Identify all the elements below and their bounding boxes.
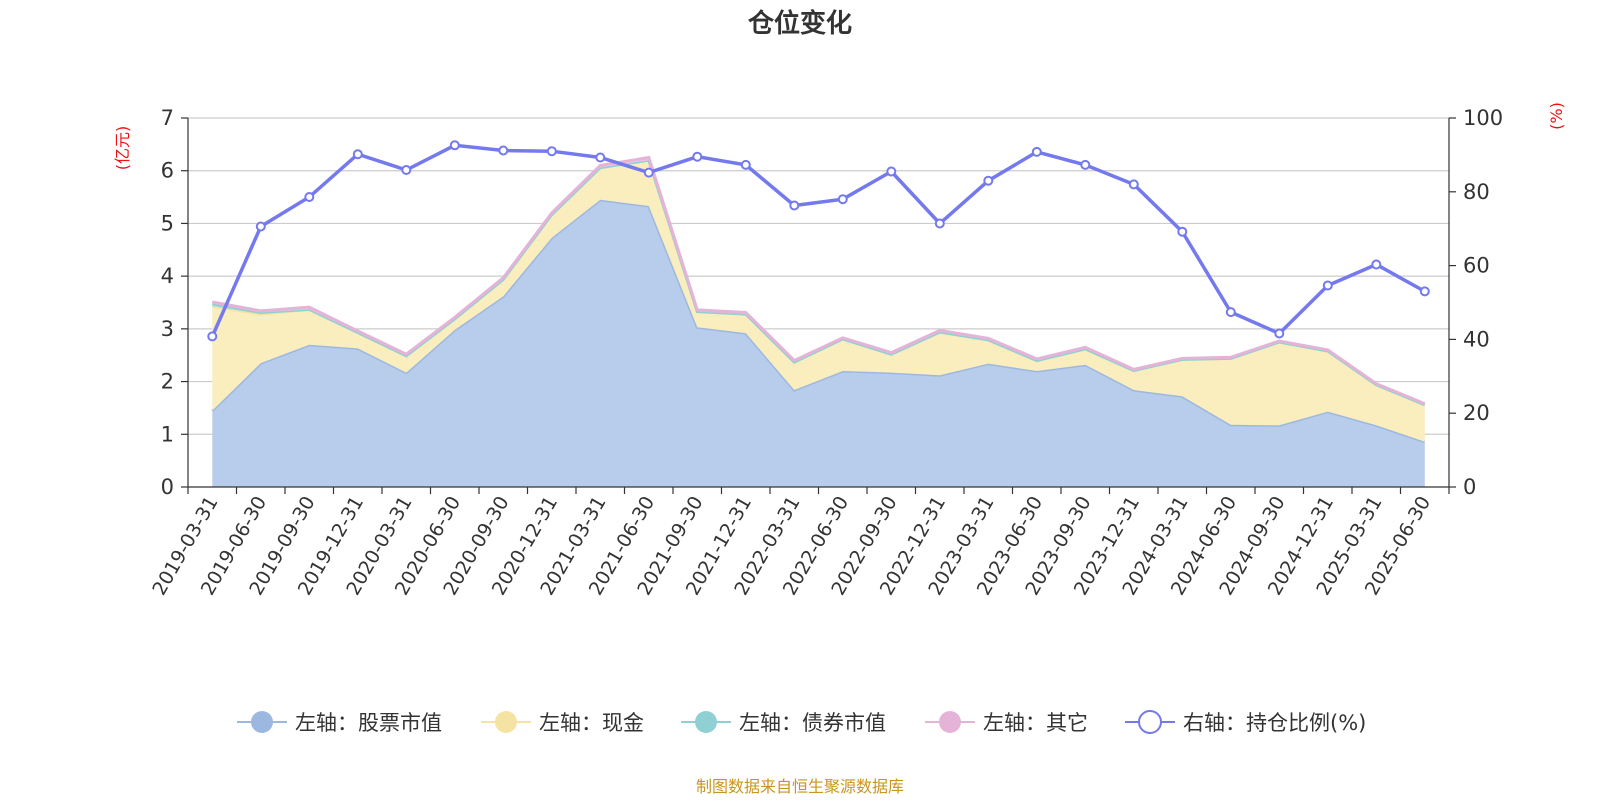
position-ratio-point — [934, 218, 945, 229]
left-axis-tick-label: 1 — [161, 422, 174, 446]
position-ratio-point — [1225, 307, 1236, 318]
position-ratio-point — [498, 145, 509, 156]
legend-label: 左轴：债券市值 — [739, 711, 886, 735]
position-ratio-point — [304, 192, 315, 202]
area-fill-series-1 — [212, 199, 1425, 487]
position-ratio-point — [401, 165, 412, 175]
legend-circle-icon — [695, 711, 717, 733]
legend-item-2[interactable]: 左轴：现金 — [481, 711, 644, 735]
right-axis-unit-label: (%) — [1547, 102, 1566, 130]
right-axis-tick-label: 20 — [1463, 401, 1490, 425]
legend-circle-icon — [251, 711, 273, 733]
left-axis-tick-label: 3 — [161, 317, 174, 341]
area-line-series-4 — [212, 155, 1426, 406]
position-ratio-point — [886, 166, 897, 177]
legend-item-4[interactable]: 左轴：其它 — [925, 711, 1088, 735]
right-axis-tick-label: 100 — [1463, 106, 1503, 130]
position-ratio-point — [1177, 226, 1188, 237]
position-ratio-point — [740, 159, 751, 170]
stacked-area-series — [211, 155, 1426, 487]
position-ratio-series — [207, 140, 1430, 342]
position-ratio-point — [1322, 280, 1333, 291]
position-ratio-point — [983, 175, 994, 186]
legend-label: 左轴：其它 — [983, 711, 1088, 735]
legend-circle-icon — [495, 711, 517, 733]
position-ratio-point — [595, 152, 606, 163]
position-ratio-point — [1419, 286, 1430, 297]
position-ratio-point — [1371, 259, 1382, 270]
legend-circle-icon — [1138, 710, 1162, 734]
position-ratio-point — [643, 167, 654, 178]
right-axis-tick-label: 40 — [1463, 327, 1490, 351]
data-source-note: 制图数据来自恒生聚源数据库 — [696, 777, 904, 796]
left-axis-tick-label: 0 — [161, 475, 174, 499]
position-ratio-point — [546, 146, 557, 157]
area-fill-series-2 — [212, 160, 1425, 442]
legend-item-1[interactable]: 左轴：股票市值 — [237, 711, 442, 735]
left-axis-tick-label: 4 — [161, 264, 174, 288]
legend-item-3[interactable]: 左轴：债券市值 — [681, 711, 886, 735]
right-axis-tick-label: 80 — [1463, 180, 1490, 204]
legend-item-5[interactable]: 右轴：持仓比例(%) — [1125, 710, 1366, 735]
position-ratio-point — [255, 221, 266, 232]
legend: 左轴：股票市值 左轴：现金 左轴：债券市值 左轴：其它 右轴：持仓比例(%) — [237, 710, 1366, 735]
position-ratio-point — [1274, 328, 1285, 339]
chart-title: 仓位变化 — [747, 8, 852, 39]
position-ratio-point — [789, 200, 800, 211]
left-axis-unit-label: (亿元) — [113, 126, 132, 171]
position-ratio-point — [692, 151, 703, 162]
legend-label: 左轴：现金 — [539, 711, 644, 735]
legend-label: 右轴：持仓比例(%) — [1183, 711, 1366, 735]
right-axis-tick-label: 60 — [1463, 254, 1490, 278]
position-ratio-line — [210, 143, 1426, 338]
position-ratio-point — [1080, 159, 1091, 170]
left-axis-tick-label: 2 — [161, 370, 174, 394]
position-ratio-point — [352, 149, 363, 160]
left-axis-tick-label: 7 — [161, 106, 174, 130]
position-ratio-point — [837, 194, 848, 205]
position-ratio-point — [1031, 146, 1042, 157]
right-axis-tick-label: 0 — [1463, 475, 1476, 499]
legend-circle-icon — [939, 711, 961, 733]
left-axis-tick-label: 6 — [161, 159, 174, 183]
left-axis-tick-label: 5 — [161, 211, 174, 235]
position-ratio-point — [449, 140, 460, 151]
legend-label: 左轴：股票市值 — [295, 711, 442, 735]
position-ratio-point — [1128, 179, 1139, 190]
position-ratio-point — [207, 331, 218, 342]
